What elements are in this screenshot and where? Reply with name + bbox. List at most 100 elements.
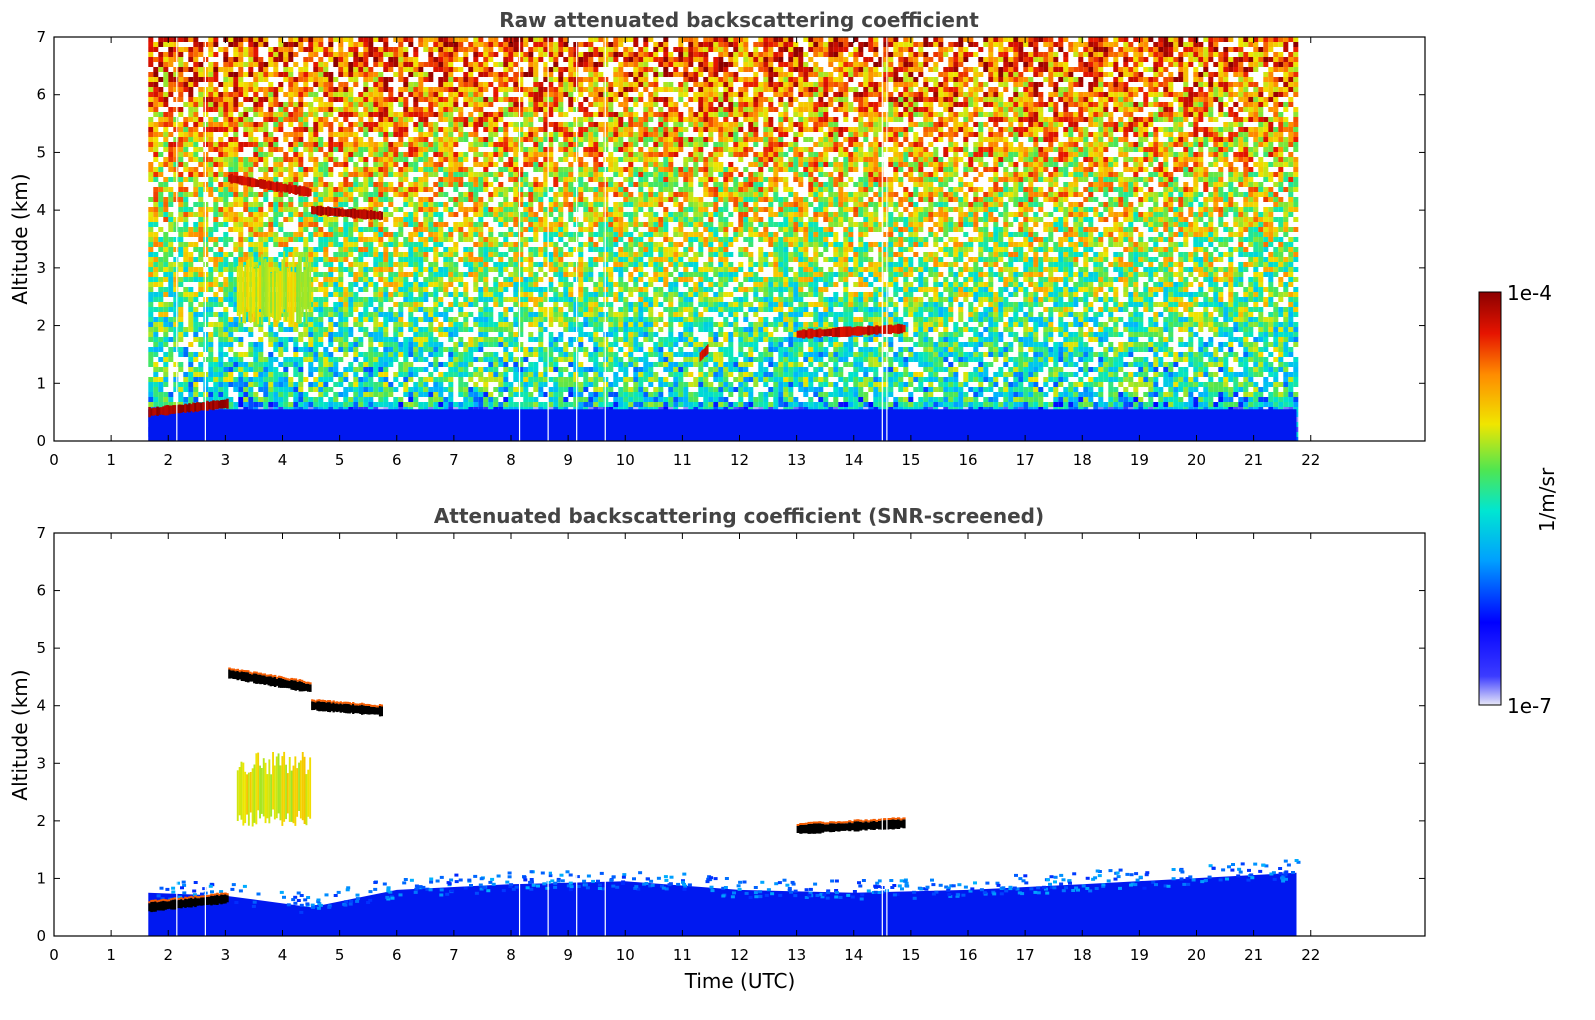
heatmap-cell (373, 247, 379, 252)
heatmap-cell (363, 112, 369, 117)
heatmap-cell (353, 322, 359, 327)
heatmap-cell (383, 217, 389, 222)
heatmap-cell (488, 402, 494, 407)
heatmap-cell (153, 252, 159, 257)
heatmap-cell (348, 332, 354, 337)
heatmap-cell (328, 57, 334, 62)
heatmap-cell (378, 127, 384, 132)
heatmap-cell (463, 237, 469, 242)
heatmap-cell (393, 207, 399, 212)
heatmap-cell (528, 282, 534, 287)
heatmap-cell (253, 62, 259, 67)
heatmap-cell (403, 102, 409, 107)
heatmap-cell (153, 237, 159, 242)
heatmap-cell (163, 157, 169, 162)
heatmap-cell (223, 82, 229, 87)
heatmap-cell (478, 252, 484, 257)
heatmap-cell (403, 262, 409, 267)
heatmap-cell (343, 92, 349, 97)
heatmap-cell (478, 287, 484, 292)
heatmap-cell (518, 107, 524, 112)
heatmap-cell (188, 392, 194, 397)
heatmap-cell (148, 302, 154, 307)
heatmap-cell (448, 352, 454, 357)
heatmap-cell (383, 42, 389, 47)
heatmap-cell (308, 317, 314, 322)
heatmap-cell (473, 337, 479, 342)
heatmap-cell (498, 182, 504, 187)
heatmap-cell (268, 397, 274, 402)
heatmap-cell (508, 297, 514, 302)
heatmap-cell (173, 82, 179, 87)
heatmap-cell (463, 392, 469, 397)
heatmap-cell (498, 192, 504, 197)
heatmap-cell (413, 177, 419, 182)
heatmap-cell (313, 112, 319, 117)
heatmap-cell (298, 77, 304, 82)
heatmap-cell (458, 342, 464, 347)
heatmap-cell (268, 62, 274, 67)
heatmap-cell (413, 382, 419, 387)
heatmap-cell (518, 267, 524, 272)
heatmap-cell (363, 57, 369, 62)
heatmap-cell (238, 377, 244, 382)
heatmap-cell (423, 237, 429, 242)
heatmap-cell (508, 167, 514, 172)
heatmap-cell (518, 127, 524, 132)
heatmap-cell (408, 307, 414, 312)
heatmap-cell (473, 382, 479, 387)
heatmap-cell (433, 92, 439, 97)
heatmap-cell (238, 322, 244, 327)
heatmap-cell (388, 317, 394, 322)
heatmap-cell (153, 267, 159, 272)
heatmap-cell (328, 152, 334, 157)
heatmap-cell (383, 137, 389, 142)
heatmap-cell (293, 117, 299, 122)
heatmap-cell (273, 167, 279, 172)
heatmap-cell (333, 222, 339, 227)
heatmap-cell (473, 102, 479, 107)
heatmap-cell (283, 237, 289, 242)
heatmap-cell (183, 82, 189, 87)
heatmap-cell (153, 402, 159, 407)
heatmap-cell (158, 357, 164, 362)
heatmap-cell (218, 397, 224, 402)
heatmap-cell (488, 52, 494, 57)
heatmap-cell (313, 267, 319, 272)
heatmap-cell (148, 297, 154, 302)
heatmap-cell (418, 282, 424, 287)
heatmap-cell (163, 272, 169, 277)
heatmap-cell (353, 302, 359, 307)
heatmap-cell (273, 372, 279, 377)
heatmap-cell (408, 397, 414, 402)
heatmap-cell (408, 87, 414, 92)
heatmap-cell (153, 172, 159, 177)
heatmap-cell (533, 137, 539, 142)
heatmap-cell (283, 177, 289, 182)
heatmap-cell (198, 257, 204, 262)
heatmap-cell (148, 377, 154, 382)
heatmap-cell (258, 327, 264, 332)
heatmap-cell (148, 137, 154, 142)
heatmap-cell (443, 157, 449, 162)
heatmap-cell (438, 202, 444, 207)
heatmap-cell (378, 257, 384, 262)
heatmap-cell (193, 122, 199, 127)
heatmap-cell (513, 342, 519, 347)
heatmap-cell (478, 372, 484, 377)
heatmap-cell (233, 317, 239, 322)
heatmap-cell (223, 77, 229, 82)
heatmap-cell (363, 402, 369, 407)
heatmap-cell (338, 312, 344, 317)
heatmap-cell (328, 342, 334, 347)
heatmap-cell (298, 122, 304, 127)
heatmap-cell (273, 137, 279, 142)
heatmap-cell (328, 182, 334, 187)
heatmap-cell (378, 122, 384, 127)
heatmap-cell (518, 402, 524, 407)
heatmap-cell (313, 167, 319, 172)
heatmap-cell (173, 227, 179, 232)
heatmap-cell (388, 172, 394, 177)
heatmap-cell (488, 352, 494, 357)
heatmap-cell (313, 327, 319, 332)
